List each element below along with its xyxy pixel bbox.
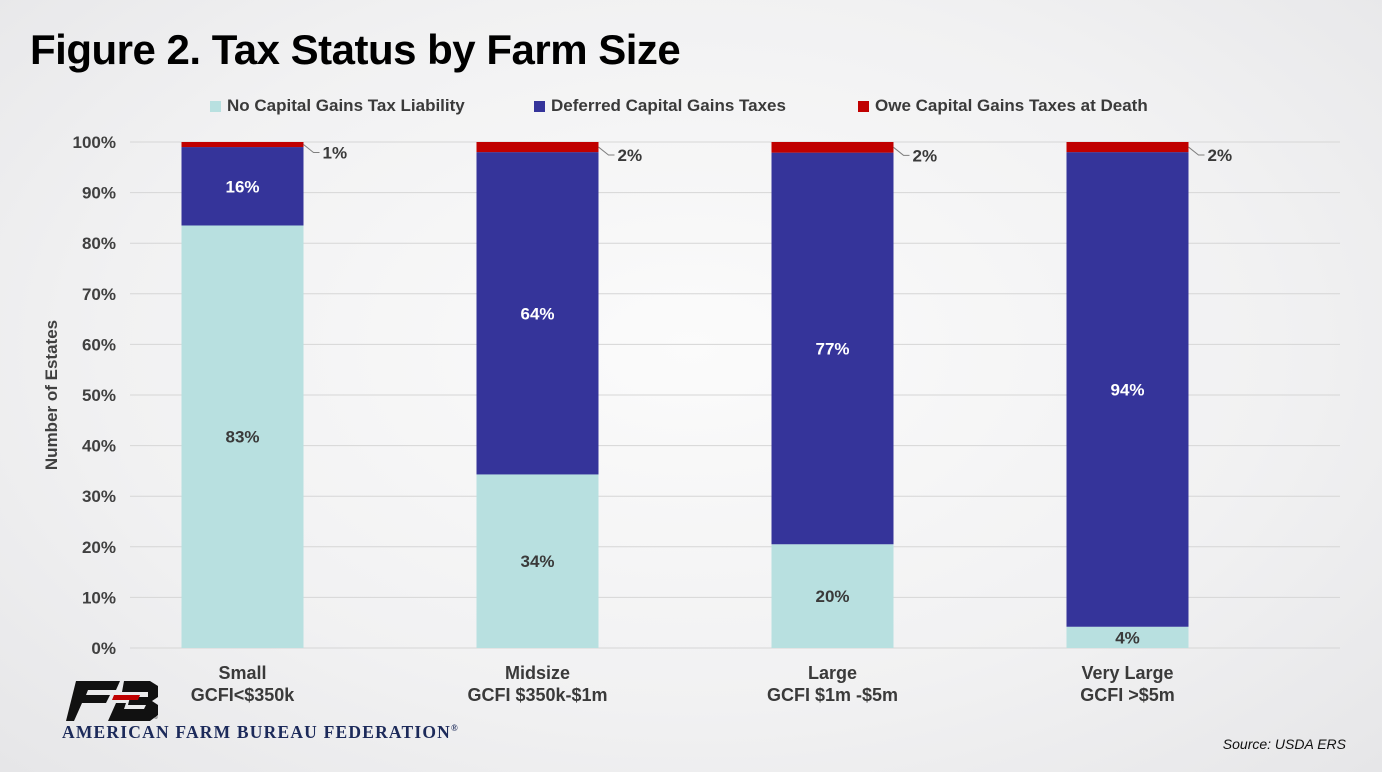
- y-tick-label: 40%: [82, 437, 116, 456]
- x-tick-label: Very Large: [1081, 663, 1173, 683]
- y-tick-label: 0%: [91, 639, 116, 658]
- y-tick-label: 20%: [82, 538, 116, 557]
- legend-label-no-liability: No Capital Gains Tax Liability: [227, 96, 465, 115]
- x-tick-label: GCFI $350k-$1m: [467, 685, 607, 705]
- legend-item-deferred: Deferred Capital Gains Taxes: [534, 96, 786, 116]
- leader-line-owe: [303, 144, 320, 154]
- afbf-logo-mark: ®: [66, 681, 158, 721]
- y-tick-label: 80%: [82, 234, 116, 253]
- data-label-no-liability: 34%: [520, 552, 554, 571]
- x-tick-label: GCFI<$350k: [191, 685, 296, 705]
- bar-owe: [1066, 142, 1189, 153]
- y-tick-label: 60%: [82, 335, 116, 354]
- data-label-deferred: 94%: [1110, 380, 1144, 399]
- x-tick-label: Midsize: [505, 663, 570, 683]
- data-label-owe: 2%: [618, 146, 643, 165]
- data-label-deferred: 64%: [520, 304, 554, 323]
- source-note: Source: USDA ERS: [1222, 736, 1346, 752]
- legend-swatch-no-liability: [210, 100, 221, 112]
- y-axis-label: Number of Estates: [42, 320, 61, 470]
- legend-label-deferred: Deferred Capital Gains Taxes: [551, 96, 786, 115]
- bar-deferred: [181, 147, 304, 226]
- legend-item-owe: Owe Capital Gains Taxes at Death: [858, 96, 1148, 116]
- bar-owe: [181, 142, 304, 148]
- x-tick-label: Large: [808, 663, 857, 683]
- data-label-owe: 2%: [1208, 146, 1233, 165]
- chart-title: Figure 2. Tax Status by Farm Size: [30, 26, 681, 73]
- y-tick-label: 50%: [82, 386, 116, 405]
- chart-legend: No Capital Gains Tax Liability Deferred …: [0, 96, 1382, 118]
- registered-mark: ®: [450, 723, 459, 734]
- leader-line-owe: [1188, 146, 1205, 156]
- bar-no-liability: [771, 544, 894, 648]
- bar-owe: [771, 142, 894, 153]
- data-label-no-liability: 20%: [815, 587, 849, 606]
- y-tick-label: 70%: [82, 285, 116, 304]
- organization-name-text: American Farm Bureau Federation: [62, 722, 451, 742]
- legend-swatch-deferred: [534, 100, 545, 112]
- bar-deferred: [771, 152, 894, 545]
- organization-name: American Farm Bureau Federation®: [62, 722, 459, 743]
- data-label-no-liability: 4%: [1115, 628, 1140, 647]
- x-tick-label: GCFI >$5m: [1080, 685, 1175, 705]
- bar-owe: [476, 142, 599, 153]
- legend-label-owe: Owe Capital Gains Taxes at Death: [875, 96, 1148, 115]
- y-tick-label: 30%: [82, 487, 116, 506]
- x-tick-label: GCFI $1m -$5m: [767, 685, 898, 705]
- y-tick-label: 90%: [82, 184, 116, 203]
- data-label-owe: 1%: [323, 144, 348, 163]
- data-label-no-liability: 83%: [225, 428, 259, 447]
- x-tick-label: Small: [218, 663, 266, 683]
- bar-no-liability: [181, 225, 304, 649]
- data-label-deferred: 16%: [225, 177, 259, 196]
- afbf-logo: ®: [66, 681, 162, 726]
- y-tick-label: 100%: [73, 133, 116, 152]
- svg-text:®: ®: [154, 714, 158, 721]
- bar-no-liability: [476, 474, 599, 648]
- y-tick-label: 10%: [82, 588, 116, 607]
- leader-line-owe: [893, 146, 910, 156]
- legend-swatch-owe: [858, 100, 869, 112]
- bar-deferred: [476, 152, 599, 475]
- leader-line-owe: [598, 146, 615, 156]
- data-label-deferred: 77%: [815, 339, 849, 358]
- bar-deferred: [1066, 152, 1189, 627]
- legend-item-no-liability: No Capital Gains Tax Liability: [210, 96, 465, 116]
- bar-no-liability: [1066, 626, 1189, 648]
- data-label-owe: 2%: [913, 146, 938, 165]
